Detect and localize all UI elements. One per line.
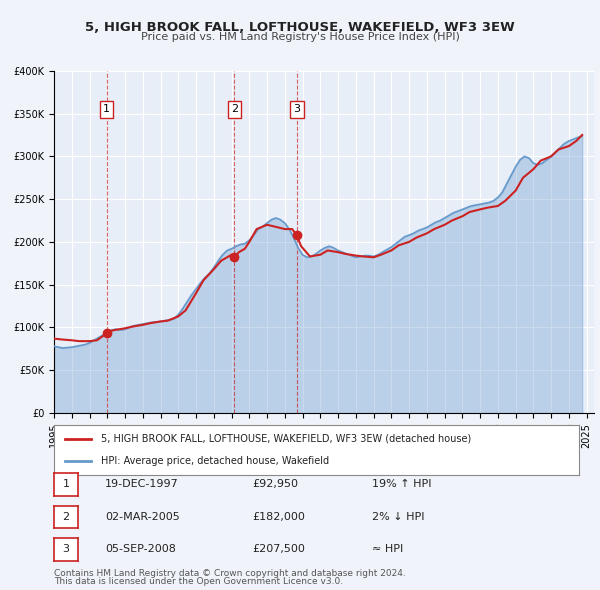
Text: 05-SEP-2008: 05-SEP-2008	[105, 545, 176, 554]
Text: This data is licensed under the Open Government Licence v3.0.: This data is licensed under the Open Gov…	[54, 577, 343, 586]
Text: Contains HM Land Registry data © Crown copyright and database right 2024.: Contains HM Land Registry data © Crown c…	[54, 569, 406, 578]
Text: 1: 1	[103, 104, 110, 114]
Text: 3: 3	[62, 545, 70, 554]
Text: 1: 1	[62, 480, 70, 489]
Text: 5, HIGH BROOK FALL, LOFTHOUSE, WAKEFIELD, WF3 3EW (detached house): 5, HIGH BROOK FALL, LOFTHOUSE, WAKEFIELD…	[101, 434, 472, 444]
Text: 3: 3	[293, 104, 301, 114]
Text: HPI: Average price, detached house, Wakefield: HPI: Average price, detached house, Wake…	[101, 456, 329, 466]
Text: £92,950: £92,950	[252, 480, 298, 489]
Text: 19% ↑ HPI: 19% ↑ HPI	[372, 480, 431, 489]
Text: 5, HIGH BROOK FALL, LOFTHOUSE, WAKEFIELD, WF3 3EW: 5, HIGH BROOK FALL, LOFTHOUSE, WAKEFIELD…	[85, 21, 515, 34]
Text: ≈ HPI: ≈ HPI	[372, 545, 403, 554]
Text: Price paid vs. HM Land Registry's House Price Index (HPI): Price paid vs. HM Land Registry's House …	[140, 32, 460, 42]
Text: 2% ↓ HPI: 2% ↓ HPI	[372, 512, 425, 522]
Text: 19-DEC-1997: 19-DEC-1997	[105, 480, 179, 489]
Text: 2: 2	[62, 512, 70, 522]
Text: 2: 2	[231, 104, 238, 114]
Text: 02-MAR-2005: 02-MAR-2005	[105, 512, 180, 522]
Text: £182,000: £182,000	[252, 512, 305, 522]
Text: £207,500: £207,500	[252, 545, 305, 554]
